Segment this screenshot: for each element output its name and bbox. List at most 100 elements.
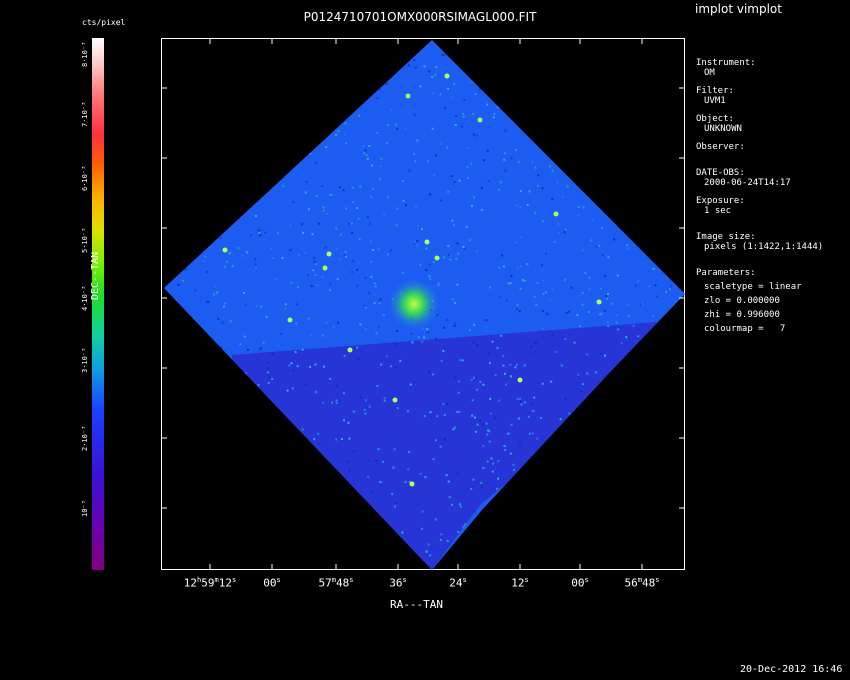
noise-pixel [169,323,172,326]
noise-pixel [409,383,412,386]
noise-pixel [193,422,196,425]
noise-pixel [520,403,523,406]
noise-pixel [492,502,495,505]
noise-pixel [191,191,194,194]
noise-pixel [560,364,563,367]
noise-pixel [462,54,465,57]
noise-pixel [429,554,432,557]
noise-pixel [581,291,584,294]
noise-pixel [307,317,310,320]
noise-pixel [470,379,473,382]
noise-pixel [549,561,552,564]
noise-pixel [635,186,638,189]
noise-pixel [658,110,661,113]
noise-pixel [220,84,223,87]
noise-pixel [412,463,415,466]
noise-pixel [541,309,544,312]
noise-pixel [670,189,673,192]
noise-pixel [404,386,407,389]
noise-pixel [524,94,527,97]
noise-pixel [169,544,172,547]
x-axis-label: RA---TAN [390,598,443,611]
noise-pixel [603,309,606,312]
exposure-label: Exposure: [696,196,745,206]
noise-pixel [295,303,298,306]
noise-pixel [259,496,262,499]
noise-pixel [432,261,435,264]
noise-pixel [196,461,199,464]
noise-pixel [457,530,460,533]
noise-pixel [385,355,388,358]
noise-pixel [429,193,432,196]
noise-pixel [611,524,614,527]
noise-pixel [213,565,216,568]
noise-pixel [213,176,216,179]
noise-pixel [607,213,610,216]
noise-pixel [454,123,457,126]
noise-pixel [489,397,492,400]
noise-pixel [540,329,543,332]
noise-pixel [532,409,535,412]
noise-pixel [681,59,684,62]
noise-pixel [360,553,363,556]
noise-pixel [238,503,241,506]
noise-pixel [208,341,211,344]
noise-pixel [631,349,634,352]
noise-pixel [526,485,529,488]
noise-pixel [383,397,386,400]
noise-pixel [185,474,188,477]
noise-pixel [394,343,397,346]
noise-pixel [536,437,539,440]
noise-pixel [370,548,373,551]
noise-pixel [348,222,351,225]
noise-pixel [519,205,522,208]
noise-pixel [659,498,662,501]
noise-pixel [435,337,438,340]
noise-pixel [584,563,587,566]
noise-pixel [491,470,494,473]
noise-pixel [164,489,167,492]
noise-pixel [341,438,344,441]
noise-pixel [416,240,419,243]
noise-pixel [629,451,632,454]
noise-pixel [644,404,647,407]
noise-pixel [651,342,654,345]
noise-pixel [559,418,562,421]
noise-pixel [473,510,476,513]
noise-pixel [518,50,521,53]
noise-pixel [553,440,556,443]
noise-pixel [364,306,367,309]
noise-pixel [488,430,491,433]
noise-pixel [440,533,443,536]
noise-pixel [253,166,256,169]
noise-pixel [279,48,282,51]
noise-pixel [244,372,247,375]
noise-pixel [528,497,531,500]
noise-pixel [327,42,330,45]
noise-pixel [630,164,633,167]
noise-pixel [343,354,346,357]
noise-pixel [680,96,683,99]
noise-pixel [494,550,497,553]
noise-pixel [404,481,407,484]
noise-pixel [581,100,584,103]
noise-pixel [247,445,250,448]
noise-pixel [329,289,332,292]
noise-pixel [171,336,174,339]
noise-pixel [524,544,527,547]
noise-pixel [258,194,261,197]
noise-pixel [498,266,501,269]
noise-pixel [462,112,465,115]
noise-pixel [652,547,655,550]
noise-pixel [607,140,610,143]
noise-pixel [462,115,465,118]
noise-pixel [618,381,621,384]
noise-pixel [335,385,338,388]
noise-pixel [663,54,666,57]
noise-pixel [351,186,354,189]
noise-pixel [440,199,443,202]
noise-pixel [257,384,260,387]
noise-pixel [243,50,246,53]
noise-pixel [370,275,373,278]
noise-pixel [410,332,413,335]
